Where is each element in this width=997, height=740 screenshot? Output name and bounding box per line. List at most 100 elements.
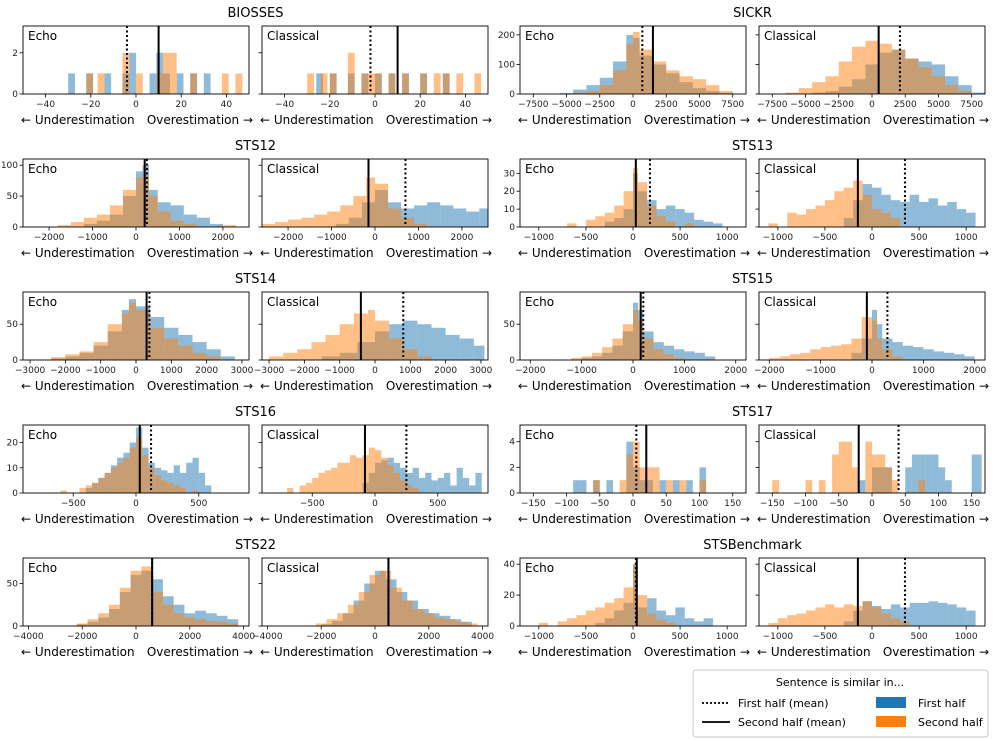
second-half-bar xyxy=(110,467,118,493)
second-half-bar xyxy=(623,587,633,626)
bars xyxy=(768,180,976,227)
x-tick-label: −2000 xyxy=(306,632,337,642)
x-tick-label: −7500 xyxy=(518,100,549,110)
panel-label: Classical xyxy=(267,295,319,309)
dataset-title: STS14 xyxy=(235,272,276,287)
x-tick-label: 50 xyxy=(900,499,912,509)
second-half-bar xyxy=(401,600,413,626)
second-half-bar xyxy=(109,604,120,626)
first-half-bar xyxy=(909,602,920,626)
x-tick-label: −500 xyxy=(813,233,838,243)
second-half-bar xyxy=(121,313,129,360)
second-half-bar xyxy=(769,357,780,360)
x-label-underestimation: ← Underestimation xyxy=(757,379,871,393)
panel-echo: −4000 −2000 0 2000 4000 0 50 Echo ← Underestimat… xyxy=(7,557,255,659)
y-tick-label: 0 xyxy=(509,489,515,499)
x-tick-label: −100 xyxy=(793,499,818,509)
second-half-bar xyxy=(173,613,185,626)
x-label-underestimation: ← Underestimation xyxy=(757,645,871,659)
second-half-bar xyxy=(325,334,340,360)
second-half-bar xyxy=(812,82,826,94)
second-half-bar xyxy=(156,73,164,94)
first-half-bar xyxy=(427,202,441,227)
second-half-bar xyxy=(326,619,338,626)
second-half-bar xyxy=(538,622,549,626)
second-half-bar xyxy=(136,73,143,94)
second-half-bar xyxy=(353,196,367,227)
panel-echo: −7500 −5000 −2500 0 2500 5000 7500 0 100 200 Echo ←… xyxy=(498,25,750,127)
legend-second-half-patch xyxy=(876,716,906,727)
second-half-bar xyxy=(142,174,150,227)
first-half-bar xyxy=(659,480,667,493)
first-half-bar xyxy=(913,347,924,360)
second-half-bar xyxy=(878,43,892,94)
second-half-bar xyxy=(163,52,170,94)
first-half-bar xyxy=(890,200,901,227)
x-tick-label: 2000 xyxy=(724,366,747,376)
first-half-bar xyxy=(68,73,75,94)
second-half-bar xyxy=(798,88,813,94)
x-label-overestimation: Overestimation → xyxy=(386,512,492,526)
second-half-bar xyxy=(162,604,174,626)
second-half-bar xyxy=(890,218,901,227)
x-tick-label: 500 xyxy=(671,233,688,243)
second-half-bar xyxy=(832,454,839,493)
first-half-bar xyxy=(104,73,112,94)
second-half-bar xyxy=(785,92,799,94)
y-tick-label: 0 xyxy=(509,90,515,100)
first-half-bar xyxy=(703,618,714,626)
first-half-bar xyxy=(473,345,485,360)
x-label-underestimation: ← Underestimation xyxy=(21,512,135,526)
dataset-title: SICKR xyxy=(733,6,772,21)
second-half-bar xyxy=(192,352,207,360)
y-tick-label: 20 xyxy=(504,187,516,197)
second-half-bar xyxy=(312,477,319,493)
second-half-bar xyxy=(599,85,614,94)
second-half-bar xyxy=(825,76,839,94)
bars xyxy=(262,177,488,227)
panel-label: Echo xyxy=(525,561,554,575)
second-half-bar xyxy=(152,592,163,626)
second-half-bar xyxy=(834,191,844,227)
panel-label: Echo xyxy=(28,162,57,176)
second-half-bar xyxy=(388,73,396,94)
second-half-bar xyxy=(216,621,228,626)
second-half-bar xyxy=(865,40,879,94)
second-half-bar xyxy=(665,622,676,626)
legend-label: First half xyxy=(918,697,966,710)
x-tick-label: −4000 xyxy=(252,632,283,642)
x-tick-label: 100 xyxy=(930,499,947,509)
first-half-bar xyxy=(966,212,976,227)
second-half-bar xyxy=(93,342,108,360)
x-tick-label: 5000 xyxy=(927,100,950,110)
first-half-bar xyxy=(966,610,976,626)
x-label-overestimation: Overestimation → xyxy=(147,512,253,526)
second-half-bar xyxy=(872,320,878,360)
first-half-bar xyxy=(684,212,695,227)
panel-echo: −3000 −2000 −1000 0 1000 2000 3000 0 50 Echo ← Und… xyxy=(7,291,254,393)
first-half-bar xyxy=(573,480,580,493)
second-half-bar xyxy=(820,347,831,360)
second-half-bar xyxy=(585,219,596,227)
x-tick-label: 0 xyxy=(869,632,875,642)
second-half-bar xyxy=(150,327,165,360)
x-tick-label: −1000 xyxy=(524,233,555,243)
second-half-bar xyxy=(221,73,229,94)
second-half-bar xyxy=(830,345,842,360)
second-half-bar xyxy=(581,356,592,360)
first-half-bar xyxy=(919,201,929,227)
chart-sts12: STS12 −2000 −1000 0 1000 2000 0 50 100 Echo ← Unde… xyxy=(1,139,492,260)
first-half-bar xyxy=(469,485,476,493)
first-half-bar xyxy=(437,477,445,493)
second-half-bar xyxy=(356,457,363,493)
bars xyxy=(769,309,975,360)
x-tick-label: 0 xyxy=(372,632,378,642)
second-half-bar xyxy=(824,604,835,626)
second-half-bar xyxy=(585,610,596,626)
second-half-bar xyxy=(892,356,903,360)
y-tick-label: 50 xyxy=(504,320,516,330)
second-half-bar xyxy=(128,302,136,360)
second-half-bar xyxy=(455,621,467,626)
x-label-overestimation: Overestimation → xyxy=(883,246,989,260)
first-half-bar xyxy=(209,223,223,227)
